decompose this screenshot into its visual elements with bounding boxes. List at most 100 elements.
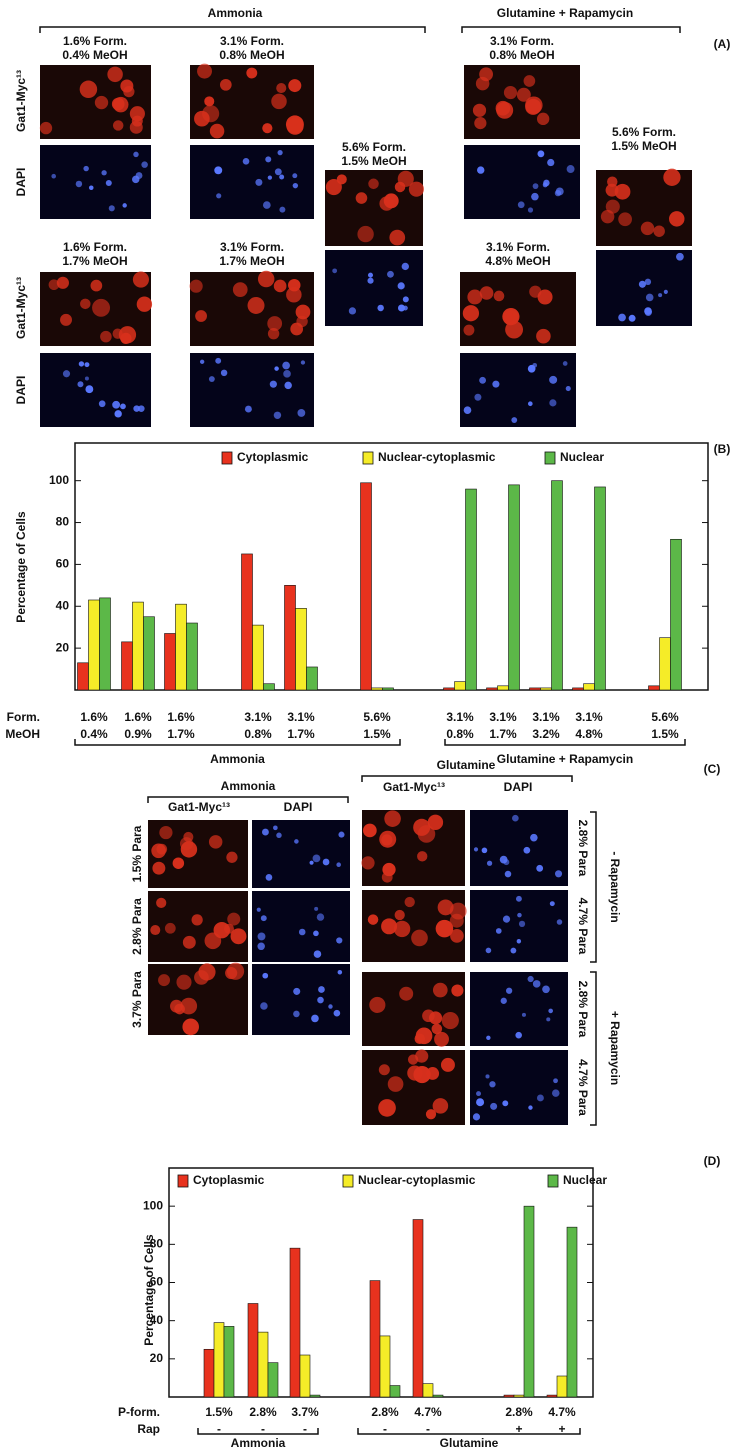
cell	[378, 1064, 390, 1076]
cell	[107, 66, 123, 83]
label: 3.7% Para	[130, 971, 144, 1028]
nucleus	[521, 1012, 526, 1017]
label: Percentage of Cells	[142, 1234, 156, 1346]
cell	[425, 1109, 437, 1120]
cell	[505, 320, 524, 339]
nucleus	[566, 165, 575, 174]
cell	[361, 856, 375, 870]
label: 3.1% Form.	[220, 240, 284, 254]
cell	[152, 861, 166, 875]
cell	[273, 279, 287, 293]
nucleus	[463, 406, 472, 414]
cell	[39, 121, 53, 135]
cell	[123, 85, 135, 98]
bar	[566, 1226, 578, 1398]
nucleus	[265, 874, 273, 881]
bar	[369, 1280, 381, 1398]
bracket	[590, 971, 597, 1126]
cell	[189, 279, 203, 293]
label: 1.5%	[205, 1405, 233, 1419]
cell	[417, 851, 428, 862]
nucleus	[293, 987, 301, 995]
label: 0.8%	[244, 727, 272, 741]
nucleus	[244, 405, 252, 413]
cell	[150, 925, 161, 936]
nucleus	[313, 930, 319, 937]
cell	[226, 851, 238, 863]
cell	[136, 296, 153, 312]
cell	[493, 290, 505, 302]
nucleus	[312, 854, 321, 863]
label: +	[558, 1422, 565, 1436]
bar	[379, 1335, 391, 1398]
nucleus	[336, 937, 343, 944]
nucleus	[485, 1074, 490, 1079]
nucleus	[397, 282, 405, 290]
label: 4.8% MeOH	[485, 254, 550, 268]
cell	[663, 168, 681, 186]
cell	[379, 196, 394, 211]
y-tick-label: 80	[56, 515, 70, 529]
cell	[363, 823, 377, 838]
cell	[219, 78, 232, 91]
label: 3.1% Form.	[490, 34, 554, 48]
cell	[502, 311, 514, 323]
nucleus	[403, 305, 408, 311]
nucleus	[377, 304, 384, 312]
bar	[88, 599, 100, 691]
cell	[463, 324, 475, 336]
nucleus	[120, 403, 126, 410]
nucleus	[105, 179, 112, 187]
cell	[441, 1011, 459, 1030]
label: Percentage of Cells	[14, 511, 28, 623]
nucleus	[77, 381, 84, 388]
nucleus	[532, 980, 541, 988]
nucleus	[208, 376, 215, 382]
nucleus	[516, 939, 522, 944]
y-tick-label: 100	[49, 473, 69, 487]
cell	[202, 105, 220, 123]
legend-swatch	[221, 451, 233, 465]
label: Rap	[137, 1422, 160, 1436]
nucleus	[500, 997, 507, 1004]
bracket	[357, 1428, 581, 1435]
nucleus	[215, 357, 222, 364]
bar	[556, 1375, 568, 1398]
nucleus	[547, 158, 555, 167]
nucleus	[499, 855, 508, 864]
nucleus	[255, 178, 263, 186]
micrograph	[596, 250, 692, 326]
nucleus	[75, 180, 83, 188]
nucleus	[314, 906, 319, 911]
label: 5.6%	[363, 710, 391, 724]
cell	[417, 825, 436, 843]
nucleus	[283, 370, 291, 378]
nucleus	[276, 832, 282, 839]
cell	[129, 106, 145, 122]
nucleus	[317, 996, 324, 1004]
bar	[257, 1331, 269, 1398]
cell	[669, 211, 685, 227]
nucleus	[114, 410, 122, 418]
label: 3.1% Form.	[220, 34, 284, 48]
cell	[197, 63, 212, 79]
nucleus	[309, 860, 314, 865]
bar	[164, 633, 176, 691]
label: Glutamine	[440, 1436, 499, 1450]
label: Glutamine + Rapamycin	[497, 752, 633, 766]
label: Nuclear-cytoplasmic	[358, 1173, 476, 1187]
cell	[195, 310, 207, 322]
cell	[397, 170, 414, 187]
y-tick-label: 100	[143, 1198, 163, 1212]
nucleus	[260, 915, 267, 922]
cell	[48, 279, 60, 291]
bar	[546, 1394, 558, 1398]
cell	[247, 296, 265, 314]
nucleus	[528, 1105, 533, 1110]
label: Ammonia	[221, 779, 276, 793]
cell	[367, 914, 379, 925]
nucleus	[556, 919, 563, 925]
bar	[299, 1354, 311, 1398]
bar	[175, 603, 187, 691]
